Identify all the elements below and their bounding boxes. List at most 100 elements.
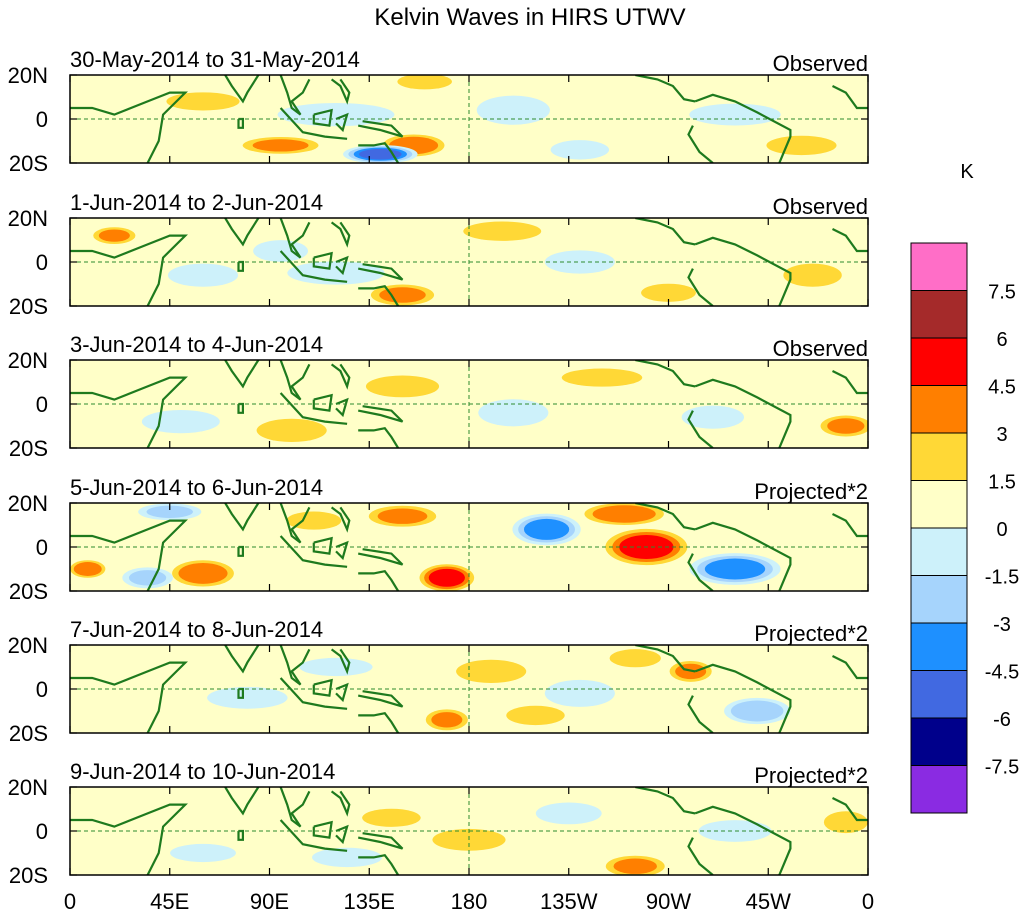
contour-level bbox=[312, 847, 383, 868]
coastline bbox=[330, 648, 351, 675]
coastline bbox=[70, 234, 188, 306]
coastlines bbox=[70, 787, 868, 875]
anomaly-blob bbox=[299, 657, 373, 677]
contour-level bbox=[592, 505, 656, 523]
coastline bbox=[832, 370, 868, 395]
coastline bbox=[832, 655, 868, 680]
y-tick-label: 0 bbox=[36, 819, 48, 844]
y-tick-label: 0 bbox=[36, 535, 48, 560]
coastline bbox=[358, 569, 400, 591]
anomaly-blob bbox=[689, 553, 781, 585]
coastline bbox=[694, 378, 792, 448]
anomaly-blob bbox=[820, 415, 868, 437]
panel-type-label: Observed bbox=[773, 336, 868, 361]
contour-level bbox=[256, 418, 327, 442]
anomaly-field bbox=[70, 503, 781, 591]
panel-date-range: 9-Jun-2014 to 10-Jun-2014 bbox=[70, 759, 335, 784]
coastline bbox=[279, 75, 311, 116]
anomaly-blob bbox=[122, 567, 173, 589]
chart-title: Kelvin Waves in HIRS UTWV bbox=[374, 4, 685, 31]
contour-level bbox=[286, 511, 342, 530]
coastline bbox=[279, 218, 311, 259]
colorbar-swatch bbox=[910, 575, 968, 624]
coastline bbox=[832, 228, 868, 253]
y-tick-label: 20N bbox=[8, 63, 48, 88]
colorbar-swatch bbox=[910, 765, 968, 814]
contour-level bbox=[287, 261, 385, 285]
anomaly-blob bbox=[397, 75, 452, 90]
anomaly-blob bbox=[368, 505, 437, 527]
coastline bbox=[694, 663, 792, 733]
colorbar-level-label: 0 bbox=[996, 519, 1007, 541]
coastline bbox=[635, 75, 696, 103]
contour-level bbox=[609, 649, 661, 668]
coastline bbox=[335, 255, 349, 276]
colorbar-swatch bbox=[910, 622, 968, 671]
anomaly-blob bbox=[172, 560, 234, 587]
coastline bbox=[312, 678, 333, 697]
y-tick-label: 20N bbox=[8, 491, 48, 516]
coastline bbox=[330, 221, 351, 248]
panel-date-range: 1-Jun-2014 to 2-Jun-2014 bbox=[70, 190, 323, 215]
colorbar-swatch bbox=[910, 480, 968, 529]
contour-level bbox=[428, 568, 465, 587]
coastline bbox=[358, 426, 400, 448]
coastline bbox=[279, 677, 348, 710]
anomaly-blob bbox=[609, 649, 661, 668]
anomaly-blob bbox=[138, 503, 202, 521]
contour-level bbox=[431, 712, 463, 728]
panel-5: 20N 0 20S 7-Jun-2014 to 8-Jun-2014 Projected… bbox=[8, 617, 869, 746]
y-tick-label: 20S bbox=[9, 721, 48, 746]
anomaly-blob bbox=[312, 847, 383, 868]
contour-level bbox=[141, 410, 220, 434]
coastline bbox=[832, 513, 868, 538]
contour-level bbox=[613, 858, 657, 874]
coastlines bbox=[70, 645, 868, 733]
contour-level bbox=[544, 679, 615, 707]
coastline bbox=[312, 108, 333, 127]
coastline bbox=[70, 376, 188, 448]
coastline bbox=[357, 120, 404, 138]
coastline bbox=[224, 218, 260, 247]
coastline bbox=[279, 787, 311, 828]
coastline bbox=[635, 645, 696, 673]
contour-level bbox=[550, 140, 610, 160]
y-tick-label: 20N bbox=[8, 775, 48, 800]
coastlines bbox=[70, 218, 868, 306]
panel-date-range: 30-May-2014 to 31-May-2014 bbox=[70, 47, 360, 72]
colorbar: 7.5 6 4.5 3 1.5 0 -1.5 -3 -4.5 -6 -7.5 K bbox=[910, 161, 1019, 814]
coastline bbox=[694, 236, 792, 306]
colorbar-swatch bbox=[910, 290, 968, 339]
contour-level bbox=[252, 139, 309, 152]
panel-6: 20N 0 20S 9-Jun-2014 to 10-Jun-2014 Projecte… bbox=[8, 759, 869, 888]
coastline bbox=[224, 360, 260, 389]
coastline bbox=[635, 360, 696, 388]
x-tick-label: 45E bbox=[150, 889, 189, 914]
anomaly-blob bbox=[689, 103, 781, 126]
contour-level bbox=[277, 103, 395, 127]
y-tick-label: 20S bbox=[9, 436, 48, 461]
coastline bbox=[224, 75, 260, 104]
colorbar-level-label: -1.5 bbox=[985, 567, 1019, 589]
coastline bbox=[357, 548, 404, 566]
anomaly-field bbox=[166, 75, 837, 163]
contour-level bbox=[299, 657, 373, 677]
coastline bbox=[70, 91, 188, 163]
coastlines bbox=[70, 503, 868, 591]
coastline bbox=[279, 535, 348, 568]
coastline bbox=[224, 645, 260, 674]
contour-level bbox=[146, 505, 194, 518]
coastline bbox=[312, 393, 333, 412]
contour-level bbox=[561, 368, 643, 387]
x-tick-label: 90E bbox=[250, 889, 289, 914]
x-tick-label: 90W bbox=[646, 889, 691, 914]
anomaly-blob bbox=[256, 418, 327, 442]
anomaly-blob bbox=[419, 564, 475, 591]
contour-level bbox=[167, 263, 239, 287]
coastline bbox=[330, 363, 351, 390]
coastline bbox=[357, 405, 404, 423]
anomaly-blob bbox=[544, 250, 615, 274]
anomaly-blob bbox=[362, 808, 421, 827]
colorbar-level-label: -3 bbox=[993, 614, 1011, 636]
coastline bbox=[70, 803, 188, 875]
